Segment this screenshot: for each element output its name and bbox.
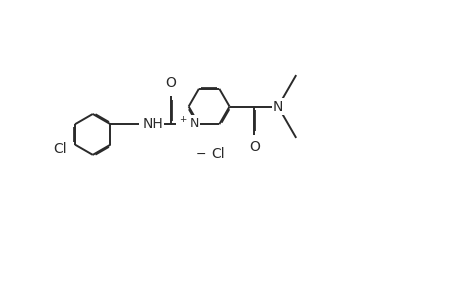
Text: N: N xyxy=(272,100,283,113)
Text: NH: NH xyxy=(142,117,162,131)
Text: O: O xyxy=(248,140,259,154)
Text: N: N xyxy=(272,100,283,113)
Text: Cl: Cl xyxy=(53,142,67,156)
Text: Cl: Cl xyxy=(211,147,225,161)
Text: −: − xyxy=(196,148,206,160)
Text: O: O xyxy=(165,76,176,90)
Text: $\mathregular{^+}$N: $\mathregular{^+}$N xyxy=(177,117,198,132)
